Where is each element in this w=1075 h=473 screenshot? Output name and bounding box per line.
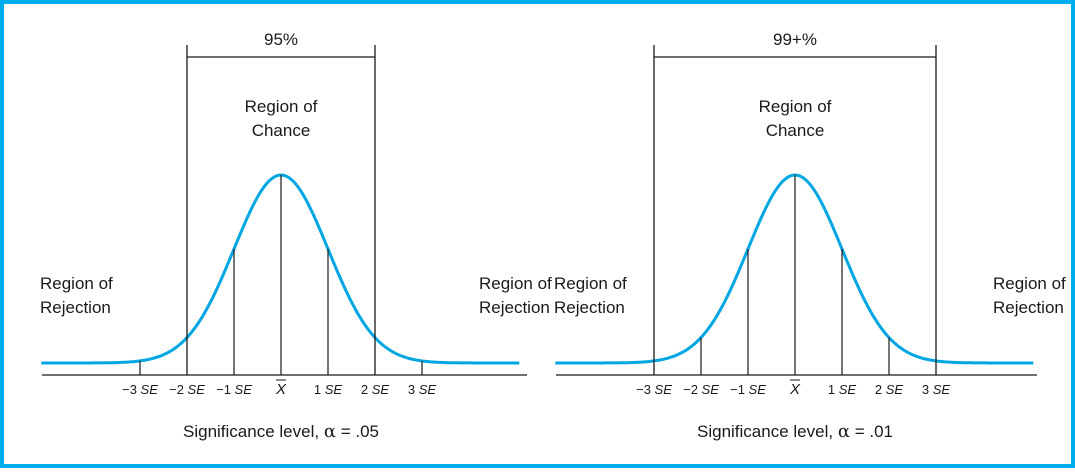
region-of-chance-label-line2: Chance: [252, 121, 311, 140]
left-rejection-label-line2: Rejection: [554, 298, 625, 317]
se-tick-label: 1 SE: [828, 382, 857, 397]
alpha-symbol: α: [838, 421, 850, 442]
se-tick-labels: −3 SE −2 SE −1 SE X 1 SE 2 SE 3 SE: [122, 379, 437, 398]
left-rejection-label-line1: Region of: [40, 274, 113, 293]
significance-caption: Significance level, α = .05: [183, 421, 379, 442]
se-tick-label: 3 SE: [408, 382, 437, 397]
se-tick-labels: −3 SE −2 SE −1 SE X 1 SE 2 SE 3 SE: [636, 379, 951, 398]
se-tick-label: 2 SE: [875, 382, 904, 397]
se-tick-label: 3 SE: [922, 382, 951, 397]
region-of-chance-label-line1: Region of: [759, 97, 832, 116]
region-of-chance-label-line1: Region of: [245, 97, 318, 116]
panel-alpha-01: 99+% Region of Chance Region of Rejectio…: [554, 30, 1066, 442]
alpha-symbol: α: [324, 421, 336, 442]
normal-curve: [555, 173, 1034, 365]
se-tick-lines: [700, 175, 890, 375]
bracket-label: 99+%: [773, 30, 817, 49]
se-tick-label: −3 SE: [122, 382, 158, 397]
left-rejection-label-line2: Rejection: [40, 298, 111, 317]
panel-alpha-05: 95% Region of Chance Region of Rejection…: [40, 30, 552, 442]
se-tick-label: −1 SE: [216, 382, 252, 397]
bracket-label: 95%: [264, 30, 298, 49]
right-rejection-label-line1: Region of: [479, 274, 552, 293]
se-tick-label: −3 SE: [636, 382, 672, 397]
se-tick-label: −1 SE: [730, 382, 766, 397]
se-tick-label: −2 SE: [683, 382, 719, 397]
significance-caption: Significance level, α = .01: [697, 421, 893, 442]
se-tick-label: X: [275, 381, 287, 398]
se-tick-lines: [139, 175, 423, 375]
se-tick-label: X: [789, 381, 801, 398]
right-rejection-label-line2: Rejection: [993, 298, 1064, 317]
left-rejection-label-line1: Region of: [554, 274, 627, 293]
right-rejection-label-line1: Region of: [993, 274, 1066, 293]
se-tick-label: 1 SE: [314, 382, 343, 397]
se-tick-label: −2 SE: [169, 382, 205, 397]
normal-curve: [41, 173, 520, 365]
se-tick-label: 2 SE: [361, 382, 390, 397]
right-rejection-label-line2: Rejection: [479, 298, 550, 317]
region-of-chance-label-line2: Chance: [766, 121, 825, 140]
